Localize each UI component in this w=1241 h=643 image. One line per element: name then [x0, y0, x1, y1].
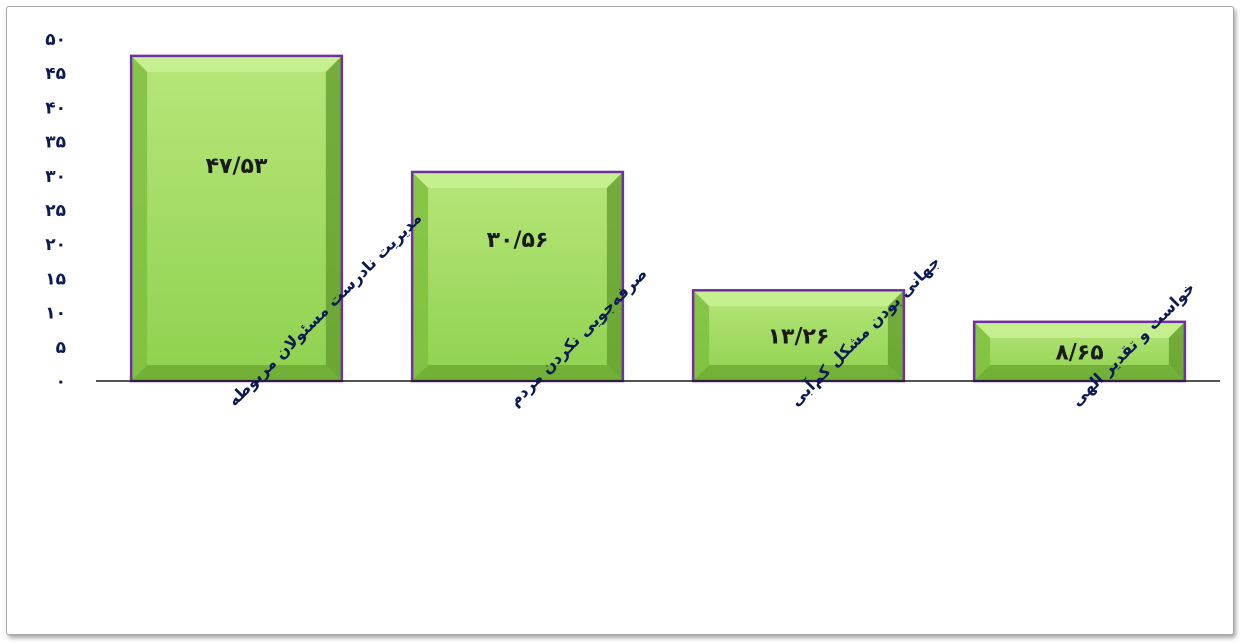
bar-bevel-bottom — [974, 365, 1185, 381]
bars-group: ۴۷/۵۳ ۳۰/۵۶ ۱۳/۲۶ ۸/۶۵ — [129, 54, 1187, 383]
bar-bevel-right — [887, 290, 904, 381]
bar-group: ۳۰/۵۶ — [410, 170, 625, 383]
bar-bevel-top — [131, 55, 342, 72]
bar-group: ۱۳/۲۶ — [691, 289, 906, 383]
y-tick-label: ۳۵ — [45, 133, 66, 153]
data-label: ۴۷/۵۳ — [206, 154, 268, 179]
bar-bevel-left — [974, 321, 991, 381]
data-label: ۱۳/۲۶ — [768, 325, 830, 350]
data-label: ۸/۶۵ — [1055, 340, 1103, 365]
bar-group: ۸/۶۵ — [972, 320, 1187, 383]
y-tick-label: ۵۰ — [45, 30, 66, 50]
bar — [131, 55, 342, 381]
y-tick-label: ۲۰ — [45, 235, 66, 255]
y-tick-label: ۱۵ — [45, 269, 66, 289]
bar-bevel-top — [693, 290, 904, 307]
bar-bevel-right — [325, 55, 342, 381]
bar-bevel-bottom — [693, 365, 904, 381]
bar-bevel-right — [1168, 321, 1185, 381]
bar-bevel-bottom — [131, 365, 342, 381]
y-tick-label: ۱۰ — [45, 304, 66, 324]
y-tick-label: ۳۰ — [45, 167, 66, 187]
y-tick-label: ۲۵ — [45, 201, 66, 221]
bar-bevel-top — [974, 321, 1185, 338]
bar-bevel-left — [131, 55, 148, 381]
y-tick-label: ۴۰ — [45, 98, 66, 118]
y-tick-label: ۵ — [56, 338, 66, 358]
bar — [412, 171, 623, 381]
y-tick-label: ۰ — [56, 372, 66, 392]
bar-bevel-left — [412, 171, 429, 381]
bar-bevel-top — [412, 171, 623, 188]
bar-group: ۴۷/۵۳ — [129, 54, 344, 383]
y-tick-label: ۴۵ — [45, 64, 66, 84]
bar-bevel-right — [606, 171, 623, 381]
data-label: ۳۰/۵۶ — [487, 228, 549, 253]
bar-bevel-left — [693, 290, 710, 381]
y-axis: ۰ ۵ ۱۰ ۱۵ ۲۰ ۲۵ ۳۰ ۳۵ ۴۰ ۴۵ ۵۰ — [45, 30, 66, 392]
bar-bevel-bottom — [412, 365, 623, 381]
